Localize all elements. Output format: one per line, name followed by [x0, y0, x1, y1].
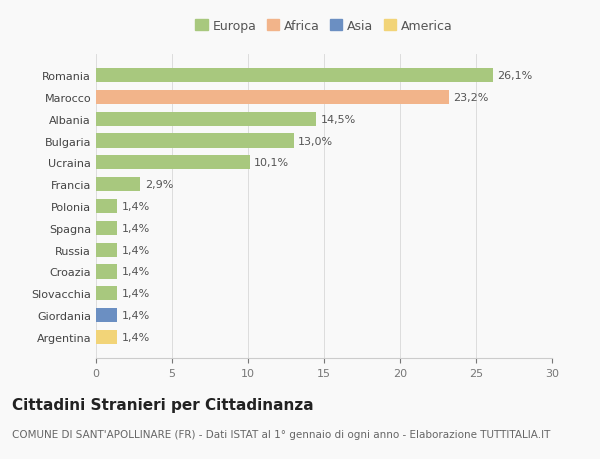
Text: 23,2%: 23,2% [453, 93, 488, 103]
Bar [96, 90, 449, 105]
Text: 2,9%: 2,9% [145, 180, 173, 190]
Legend: Europa, Africa, Asia, America: Europa, Africa, Asia, America [191, 16, 457, 36]
Text: 1,4%: 1,4% [122, 332, 150, 342]
Text: 14,5%: 14,5% [321, 114, 356, 124]
Text: 13,0%: 13,0% [298, 136, 333, 146]
Bar [96, 112, 316, 127]
Bar [96, 243, 117, 257]
Text: 1,4%: 1,4% [122, 310, 150, 320]
Bar [96, 200, 117, 213]
Bar [96, 156, 250, 170]
Text: 1,4%: 1,4% [122, 245, 150, 255]
Bar [96, 265, 117, 279]
Bar [96, 308, 117, 323]
Text: 1,4%: 1,4% [122, 202, 150, 212]
Text: COMUNE DI SANT'APOLLINARE (FR) - Dati ISTAT al 1° gennaio di ogni anno - Elabora: COMUNE DI SANT'APOLLINARE (FR) - Dati IS… [12, 429, 550, 439]
Bar [96, 330, 117, 344]
Bar [96, 286, 117, 301]
Text: Cittadini Stranieri per Cittadinanza: Cittadini Stranieri per Cittadinanza [12, 397, 314, 412]
Text: 26,1%: 26,1% [497, 71, 533, 81]
Text: 10,1%: 10,1% [254, 158, 289, 168]
Bar [96, 178, 140, 192]
Bar [96, 221, 117, 235]
Text: 1,4%: 1,4% [122, 289, 150, 299]
Text: 1,4%: 1,4% [122, 224, 150, 233]
Bar [96, 69, 493, 83]
Bar [96, 134, 293, 148]
Text: 1,4%: 1,4% [122, 267, 150, 277]
